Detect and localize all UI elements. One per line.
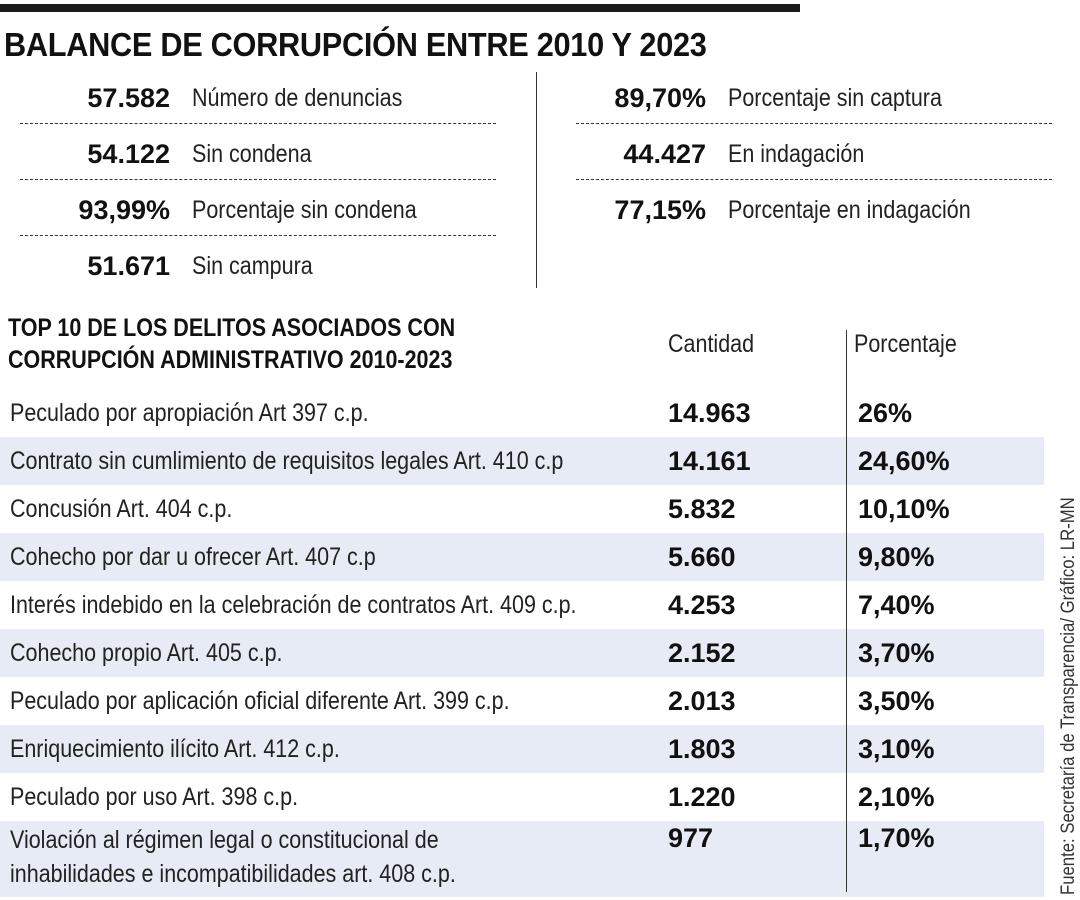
crimes-table: Peculado por apropiación Art 397 c.p. 14… — [0, 389, 1044, 897]
crime-name: Cohecho propio Art. 405 c.p. — [10, 639, 283, 667]
crime-quantity: 5.660 — [668, 541, 736, 572]
crime-percent: 26% — [858, 397, 913, 428]
crime-percent: 2,10% — [858, 781, 935, 812]
stat-label: En indagación — [728, 139, 865, 168]
crime-percent: 24,60% — [858, 445, 950, 476]
crime-percent: 3,50% — [858, 685, 935, 716]
stats-left: 57.582 Número de denuncias 54.122 Sin co… — [20, 70, 496, 294]
stat-row: 93,99% Porcentaje sin condena — [20, 182, 496, 238]
table-row: Concusión Art. 404 c.p. 5.832 10,10% — [0, 485, 1044, 533]
source-credit: Fuente: Secretaría de Transparencia/ Grá… — [1058, 497, 1079, 895]
crime-percent: 7,40% — [858, 589, 935, 620]
crime-name: Peculado por uso Art. 398 c.p. — [10, 783, 299, 811]
stat-value: 57.582 — [87, 82, 170, 113]
stat-label: Porcentaje en indagación — [728, 195, 971, 224]
stats-divider — [536, 72, 537, 288]
crime-percent: 1,70% — [858, 823, 935, 853]
crime-quantity: 1.220 — [668, 781, 736, 812]
stat-value: 77,15% — [614, 194, 706, 225]
stat-value: 89,70% — [614, 82, 706, 113]
stats-right: 89,70% Porcentaje sin captura 44.427 En … — [576, 70, 1052, 238]
crime-name: Violación al régimen legal o constitucio… — [10, 826, 456, 888]
crime-name: Contrato sin cumlimiento de requisitos l… — [10, 447, 564, 475]
crime-percent: 3,70% — [858, 637, 935, 668]
crime-name: Interés indebido en la celebración de co… — [10, 591, 577, 619]
crime-quantity: 5.832 — [668, 493, 736, 524]
stat-row: 54.122 Sin condena — [20, 126, 496, 182]
stat-value: 54.122 — [87, 138, 170, 169]
crime-name: Peculado por apropiación Art 397 c.p. — [10, 399, 369, 427]
stat-value: 93,99% — [78, 194, 170, 225]
table-column-divider — [846, 330, 847, 892]
table-row: Interés indebido en la celebración de co… — [0, 581, 1044, 629]
column-header-percent: Porcentaje — [854, 330, 957, 358]
stat-row: 57.582 Número de denuncias — [20, 70, 496, 126]
table-title-line: TOP 10 DE LOS DELITOS ASOCIADOS CON — [8, 314, 456, 342]
table-row: Cohecho propio Art. 405 c.p. 2.152 3,70% — [0, 629, 1044, 677]
stat-value: 51.671 — [87, 250, 170, 281]
crime-name: Enriquecimiento ilícito Art. 412 c.p. — [10, 735, 340, 763]
table-row: Peculado por uso Art. 398 c.p. 1.220 2,1… — [0, 773, 1044, 821]
stat-value: 44.427 — [623, 138, 706, 169]
table-row: Violación al régimen legal o constitucio… — [0, 821, 1044, 897]
crime-quantity: 977 — [668, 823, 714, 853]
crime-percent: 9,80% — [858, 541, 935, 572]
crime-quantity: 2.152 — [668, 637, 736, 668]
stat-label: Porcentaje sin condena — [192, 195, 417, 224]
page-title: BALANCE DE CORRUPCIÓN ENTRE 2010 Y 2023 — [4, 26, 707, 63]
stat-label: Sin campura — [192, 251, 313, 280]
crime-name: Peculado por aplicación oficial diferent… — [10, 687, 510, 715]
table-row: Peculado por aplicación oficial diferent… — [0, 677, 1044, 725]
table-row: Enriquecimiento ilícito Art. 412 c.p. 1.… — [0, 725, 1044, 773]
stat-label: Número de denuncias — [192, 83, 403, 112]
stat-row: 89,70% Porcentaje sin captura — [576, 70, 1052, 126]
table-title-line: CORRUPCIÓN ADMINISTRATIVO 2010-2023 — [8, 346, 453, 374]
crime-quantity: 14.963 — [668, 397, 751, 428]
crime-quantity: 4.253 — [668, 589, 736, 620]
crime-percent: 3,10% — [858, 733, 935, 764]
stat-row: 77,15% Porcentaje en indagación — [576, 182, 1052, 238]
table-row: Cohecho por dar u ofrecer Art. 407 c.p 5… — [0, 533, 1044, 581]
table-row: Peculado por apropiación Art 397 c.p. 14… — [0, 389, 1044, 437]
column-header-quantity: Cantidad — [668, 330, 755, 358]
crime-quantity: 1.803 — [668, 733, 736, 764]
table-row: Contrato sin cumlimiento de requisitos l… — [0, 437, 1044, 485]
crime-quantity: 2.013 — [668, 685, 736, 716]
top-rule — [0, 4, 800, 12]
crime-name: Concusión Art. 404 c.p. — [10, 495, 233, 523]
crime-quantity: 14.161 — [668, 445, 751, 476]
stat-row: 51.671 Sin campura — [20, 238, 496, 294]
stat-label: Sin condena — [192, 139, 312, 168]
table-title: TOP 10 DE LOS DELITOS ASOCIADOS CON CORR… — [8, 312, 558, 376]
crime-percent: 10,10% — [858, 493, 950, 524]
stat-row: 44.427 En indagación — [576, 126, 1052, 182]
crime-name: Cohecho por dar u ofrecer Art. 407 c.p — [10, 543, 376, 571]
stat-label: Porcentaje sin captura — [728, 83, 942, 112]
